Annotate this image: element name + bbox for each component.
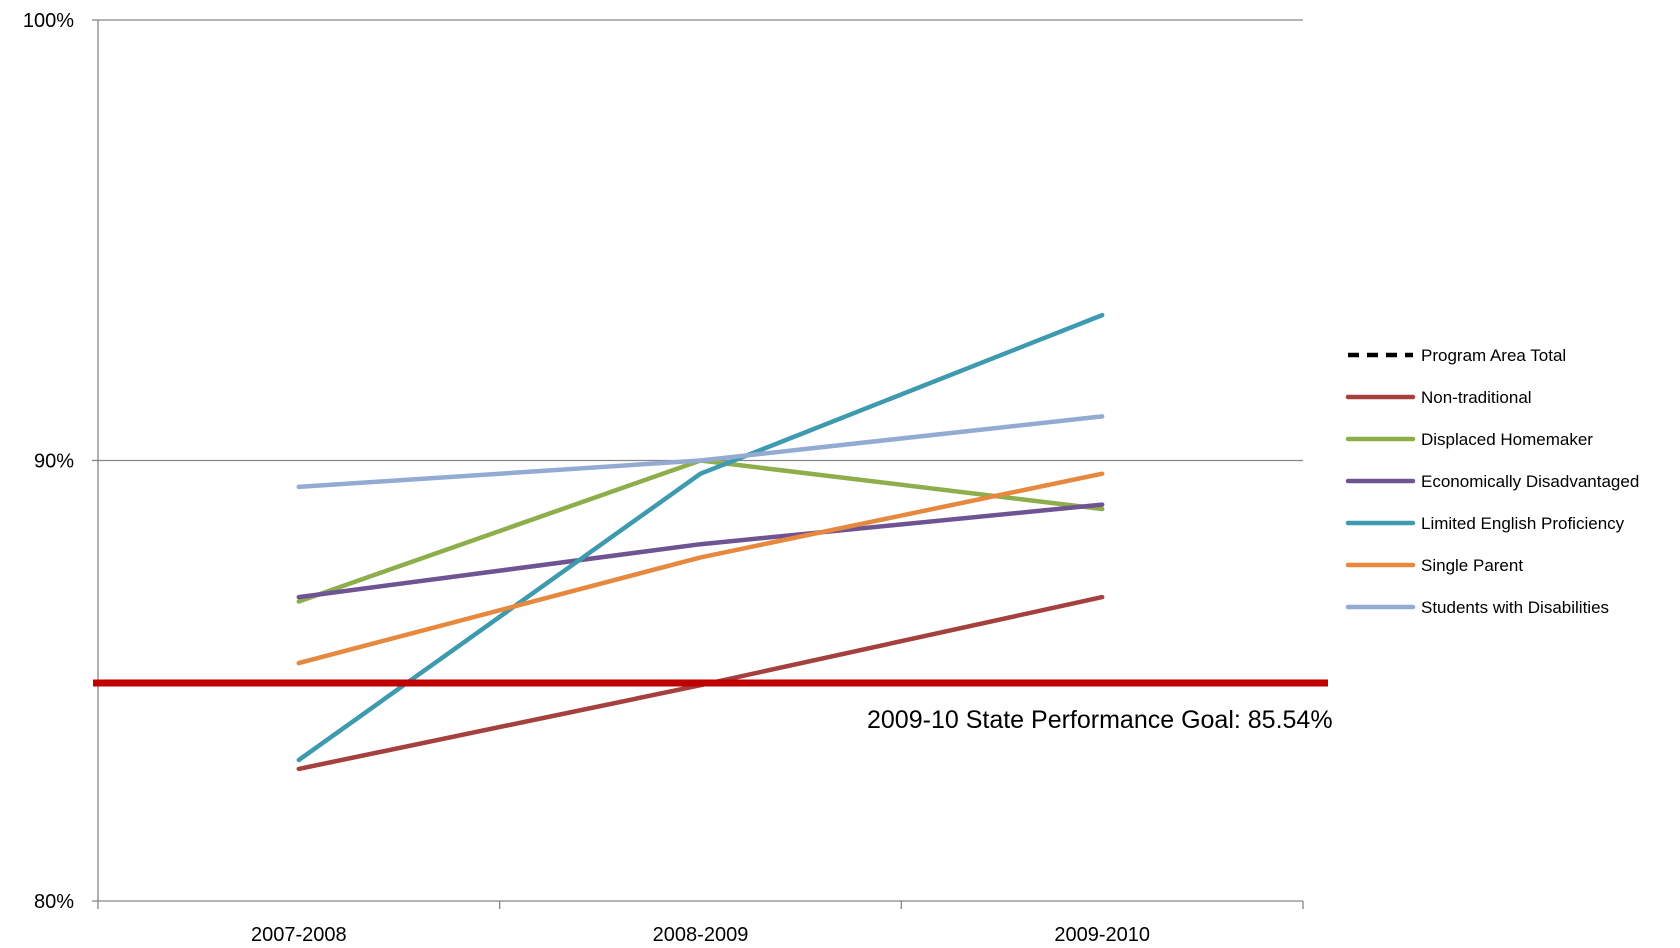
legend-label-1: Non-traditional <box>1421 388 1532 407</box>
gridlines <box>98 19 1303 462</box>
series-line-4 <box>296 312 1105 763</box>
state-goal-label: 2009-10 State Performance Goal: 85.54% <box>867 706 1333 734</box>
series-line-5 <box>296 471 1105 666</box>
series-lines <box>296 312 1105 772</box>
y-tick-label: 100% <box>23 10 74 32</box>
legend-label-4: Limited English Proficiency <box>1421 514 1625 533</box>
x-tick-label: 2009-2010 <box>1054 924 1150 946</box>
goal-line-group: 2009-10 State Performance Goal: 85.54% <box>93 679 1333 734</box>
x-tick-label: 2008-2009 <box>653 924 749 946</box>
y-tick-label: 90% <box>34 451 74 473</box>
series-line-3 <box>296 502 1105 600</box>
legend-label-6: Students with Disabilities <box>1421 598 1609 617</box>
y-tick-labels: 80% 90% 100% <box>23 10 98 913</box>
series-line-6 <box>296 414 1105 490</box>
legend-label-5: Single Parent <box>1421 556 1523 575</box>
x-tick-label: 2007-2008 <box>251 924 347 946</box>
x-tick-labels: 2007-2008 2008-2009 2009-2010 <box>97 901 1304 946</box>
legend: Program Area Total Non-traditional Displac… <box>1345 346 1639 617</box>
y-tick-label: 80% <box>34 891 74 913</box>
legend-label-0: Program Area Total <box>1421 346 1566 365</box>
legend-label-3: Economically Disadvantaged <box>1421 472 1639 491</box>
legend-label-2: Displaced Homemaker <box>1421 430 1593 449</box>
